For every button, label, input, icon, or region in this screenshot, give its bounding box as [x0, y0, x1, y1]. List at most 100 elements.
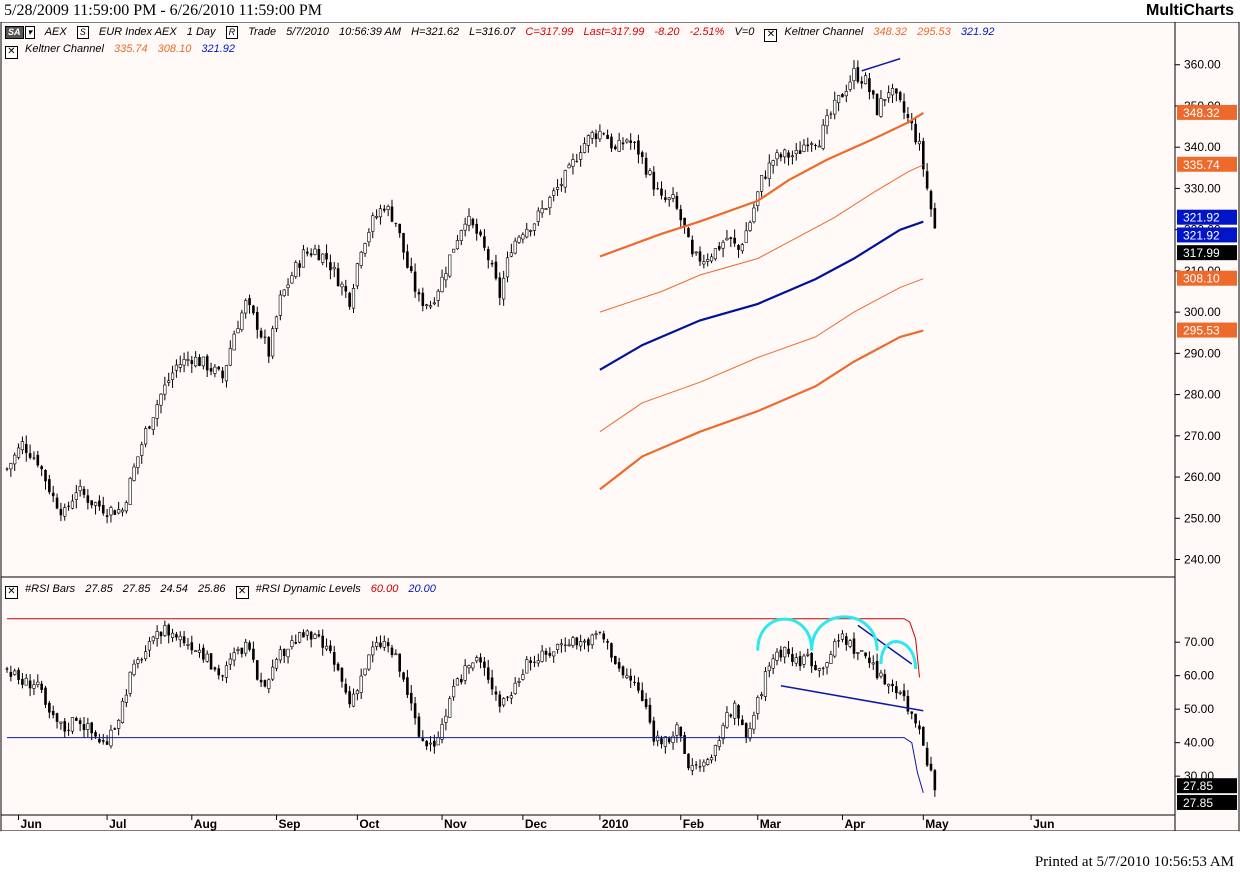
- ohlc-body: [278, 649, 282, 661]
- ohlc-body: [810, 143, 814, 145]
- ohlc-body: [9, 463, 13, 470]
- price-tick-label: 360.00: [1184, 58, 1221, 72]
- ohlc-body: [490, 262, 494, 265]
- keltner2-toggle-icon[interactable]: ✕: [5, 46, 18, 59]
- ohlc-body: [98, 500, 101, 507]
- ohlc-body: [563, 170, 567, 188]
- rsi-bars-toggle-icon[interactable]: ✕: [5, 586, 18, 599]
- ohlc-body: [306, 251, 309, 254]
- ohlc-body: [598, 631, 602, 633]
- ohlc-body: [471, 662, 475, 669]
- price-value-label-box: [1177, 270, 1237, 286]
- ohlc-body: [98, 738, 101, 743]
- ohlc-body: [51, 710, 55, 716]
- ohlc-body: [440, 276, 444, 293]
- ohlc-body: [579, 152, 583, 160]
- ohlc-body: [771, 160, 775, 166]
- ohlc-body: [821, 667, 825, 669]
- ohlc-body: [733, 237, 736, 244]
- ohlc-body: [690, 765, 694, 771]
- ohlc-body: [201, 356, 205, 367]
- ohlc-body: [633, 141, 636, 143]
- ohlc-body: [444, 715, 448, 723]
- ohlc-body: [502, 698, 506, 706]
- ohlc-body: [428, 305, 433, 308]
- price-value-label: 308.10: [1183, 272, 1220, 286]
- ohlc-body: [82, 488, 86, 495]
- ohlc-body: [20, 441, 25, 451]
- ohlc-body: [340, 668, 344, 682]
- sa-dropdown-icon[interactable]: ▾: [24, 26, 36, 39]
- ohlc-body: [155, 631, 159, 639]
- ohlc-body: [521, 234, 525, 240]
- time-tick-label: Mar: [760, 817, 782, 831]
- ohlc-body: [267, 337, 271, 357]
- ohlc-body: [359, 251, 363, 266]
- rsi-tick-label: 70.00: [1184, 635, 1214, 649]
- ohlc-body: [140, 444, 144, 456]
- ohlc-body: [652, 720, 656, 742]
- ohlc-body: [667, 197, 671, 200]
- ohlc-body: [721, 242, 725, 249]
- ohlc-body: [656, 735, 660, 742]
- ohlc-body: [409, 692, 413, 704]
- ohlc-body: [922, 141, 925, 170]
- ohlc-body: [737, 705, 740, 719]
- range-button[interactable]: R: [225, 26, 239, 39]
- ohlc-body: [136, 659, 140, 664]
- ohlc-body: [837, 640, 840, 642]
- ohlc-body: [228, 658, 232, 665]
- ohlc-body: [363, 668, 367, 676]
- ohlc-body: [825, 662, 829, 668]
- ohlc-body: [667, 738, 671, 743]
- ohlc-body: [740, 244, 744, 252]
- ohlc-body: [105, 741, 109, 745]
- ohlc-body: [525, 228, 529, 238]
- ohlc-body: [555, 644, 560, 650]
- ohlc-body: [890, 87, 895, 96]
- ohlc-body: [155, 404, 159, 419]
- ohlc-body: [933, 208, 937, 229]
- ohlc-body: [329, 262, 332, 271]
- ohlc-body: [398, 653, 401, 672]
- last-value: Last=317.99: [583, 26, 645, 38]
- keltner1-toggle-icon[interactable]: ✕: [764, 29, 778, 42]
- ohlc-body: [891, 683, 894, 687]
- ohlc-body: [671, 194, 675, 199]
- sa-button[interactable]: SA: [5, 26, 24, 39]
- ohlc-body: [59, 508, 63, 516]
- ohlc-body: [75, 717, 78, 721]
- price-tick-label: 300.00: [1184, 305, 1221, 319]
- ohlc-body: [706, 759, 710, 765]
- ohlc-body: [313, 248, 317, 255]
- ohlc-body: [779, 154, 783, 158]
- ohlc-body: [16, 447, 21, 458]
- ohlc-body: [536, 210, 540, 222]
- ohlc-body: [845, 636, 848, 645]
- symbol-settings-button[interactable]: S: [76, 26, 89, 39]
- ohlc-body: [521, 674, 525, 680]
- ohlc-body: [232, 652, 236, 661]
- ohlc-body: [633, 681, 636, 683]
- keltner1-lower: 295.53: [917, 26, 951, 38]
- ohlc-body: [606, 134, 609, 140]
- ohlc-body: [787, 648, 790, 655]
- ohlc-body: [829, 654, 833, 664]
- ohlc-body: [44, 687, 47, 705]
- ohlc-body: [409, 266, 413, 272]
- ohlc-body: [120, 700, 125, 723]
- ohlc-body: [120, 509, 125, 513]
- ohlc-body: [517, 236, 521, 243]
- ohlc-body: [540, 208, 544, 214]
- ohlc-body: [864, 652, 867, 657]
- rsi-levels-toggle-icon[interactable]: ✕: [235, 586, 249, 599]
- ohlc-body: [725, 237, 729, 241]
- ohlc-body: [875, 94, 879, 116]
- ohlc-body: [48, 479, 51, 493]
- ohlc-body: [898, 692, 902, 694]
- ohlc-body: [117, 509, 121, 514]
- chart-window[interactable]: 360.00350.00340.00330.00320.00310.00300.…: [0, 22, 1240, 853]
- ohlc-body: [567, 644, 571, 647]
- ohlc-body: [648, 170, 652, 175]
- ohlc-body: [105, 515, 109, 517]
